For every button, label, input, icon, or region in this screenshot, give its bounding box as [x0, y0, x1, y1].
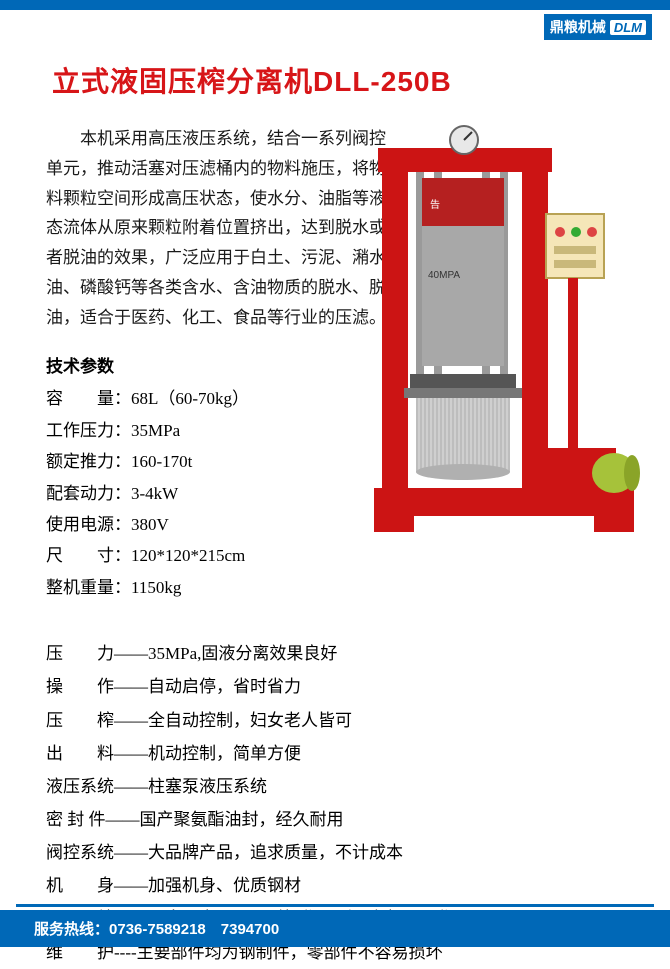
- feature-row: 出 料——机动控制，简单方便: [46, 737, 636, 770]
- top-accent-bar: [0, 0, 670, 10]
- feature-row: 密 封 件——国产聚氨酯油封，经久耐用: [46, 803, 636, 836]
- intro-paragraph: 本机采用高压液压系统，结合一系列阀控单元，推动活塞对压滤桶内的物料施压，将物料颗…: [46, 124, 386, 332]
- feature-row: 液压系统——柱塞泵液压系统: [46, 770, 636, 803]
- feature-row: 机 身——加强机身、优质钢材: [46, 869, 636, 902]
- feature-row: 压 力——35MPa,固液分离效果良好: [46, 637, 636, 670]
- footer-label: 服务热线：: [34, 921, 109, 938]
- svg-text:告: 告: [430, 198, 440, 211]
- footer-accent-line: [16, 904, 654, 907]
- footer-phones: 0736-7589218 7394700: [109, 921, 279, 938]
- footer: 服务热线：0736-7589218 7394700: [0, 904, 670, 947]
- spec-row: 整机重量：1150kg: [46, 572, 636, 603]
- machine-illustration: 7394700 告 40MPA: [364, 118, 644, 538]
- page-title: 立式液固压榨分离机DLL-250B: [52, 60, 636, 100]
- page-content: 立式液固压榨分离机DLL-250B 本机采用高压液压系统，结合一系列阀控单元，推…: [0, 10, 670, 969]
- svg-text:7394700: 7394700: [492, 137, 535, 149]
- footer-bar: 服务热线：0736-7589218 7394700: [0, 910, 670, 947]
- feature-row: 操 作——自动启停，省时省力: [46, 670, 636, 703]
- spec-row: 尺 寸：120*120*215cm: [46, 540, 636, 571]
- svg-text:40MPA: 40MPA: [428, 270, 460, 281]
- feature-row: 压 榨——全自动控制，妇女老人皆可: [46, 704, 636, 737]
- feature-row: 阀控系统——大品牌产品，追求质量，不计成本: [46, 836, 636, 869]
